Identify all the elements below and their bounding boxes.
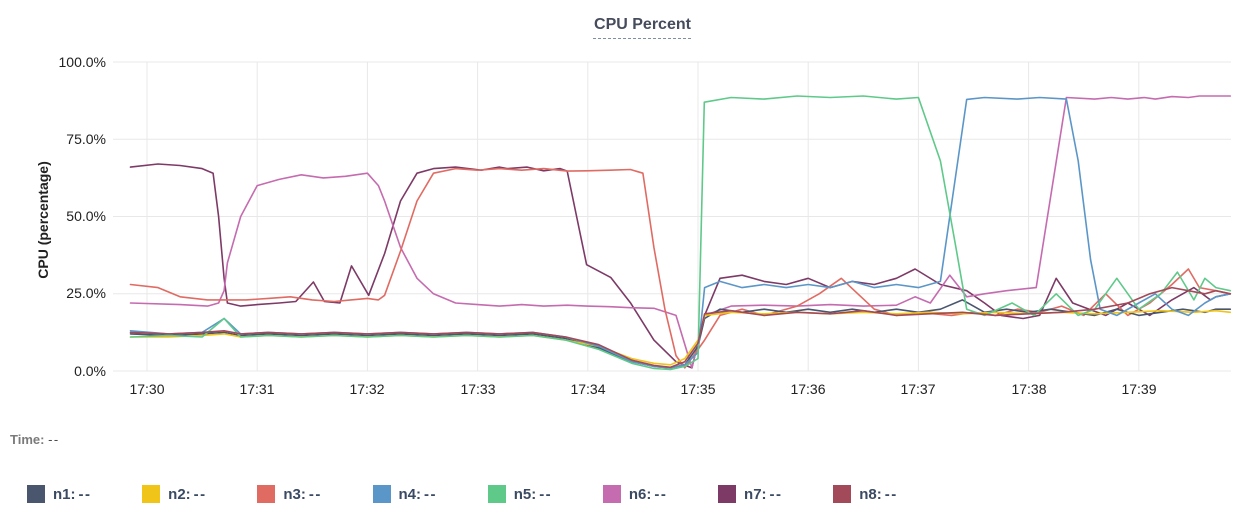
- svg-text:17:32: 17:32: [349, 381, 384, 397]
- svg-text:17:33: 17:33: [460, 381, 495, 397]
- svg-text:17:30: 17:30: [129, 381, 164, 397]
- svg-text:17:35: 17:35: [680, 381, 715, 397]
- svg-text:100.0%: 100.0%: [59, 54, 106, 70]
- svg-text:17:31: 17:31: [239, 381, 274, 397]
- svg-text:17:34: 17:34: [570, 381, 605, 397]
- svg-text:17:36: 17:36: [790, 381, 825, 397]
- svg-text:25.0%: 25.0%: [66, 285, 106, 301]
- svg-text:50.0%: 50.0%: [66, 208, 106, 224]
- svg-text:17:39: 17:39: [1121, 381, 1156, 397]
- svg-text:CPU (percentage): CPU (percentage): [35, 161, 51, 278]
- svg-text:0.0%: 0.0%: [74, 363, 106, 379]
- svg-text:17:38: 17:38: [1011, 381, 1046, 397]
- svg-text:17:37: 17:37: [900, 381, 935, 397]
- svg-text:75.0%: 75.0%: [66, 131, 106, 147]
